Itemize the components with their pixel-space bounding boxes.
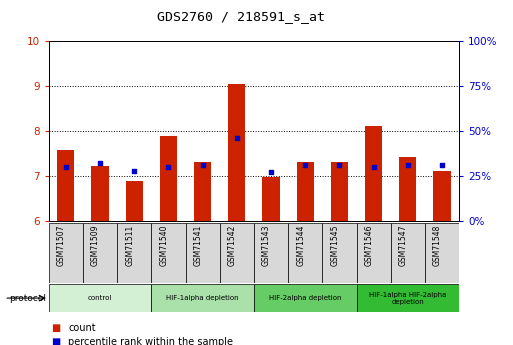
Bar (194, 161, 211, 221)
Bar (49, 223, 83, 283)
Text: HIF-1alpha depletion: HIF-1alpha depletion (166, 295, 239, 301)
Point (164, 164, 172, 170)
Bar (297, 161, 314, 221)
Bar (117, 223, 151, 283)
Bar (57, 150, 74, 221)
Bar (288, 223, 322, 283)
Point (199, 162, 207, 168)
Text: GSM71541: GSM71541 (193, 224, 203, 266)
Text: count: count (68, 324, 96, 333)
Text: GSM71548: GSM71548 (433, 224, 442, 266)
Point (404, 162, 412, 168)
Bar (391, 223, 425, 283)
Bar (126, 181, 143, 221)
Text: percentile rank within the sample: percentile rank within the sample (68, 337, 233, 345)
Text: HIF-2alpha depletion: HIF-2alpha depletion (269, 295, 342, 301)
Point (336, 162, 344, 168)
Bar (228, 84, 245, 221)
Point (267, 170, 275, 175)
Bar (151, 223, 186, 283)
Text: ■: ■ (51, 337, 61, 345)
Bar (399, 157, 417, 221)
Point (130, 168, 139, 173)
Text: GSM71509: GSM71509 (91, 224, 100, 266)
Point (233, 136, 241, 141)
Point (438, 162, 446, 168)
Point (96, 161, 104, 166)
Point (369, 164, 378, 170)
Text: GSM71540: GSM71540 (160, 224, 168, 266)
Bar (151, 284, 254, 312)
Text: GDS2760 / 218591_s_at: GDS2760 / 218591_s_at (157, 10, 325, 23)
Text: control: control (88, 295, 112, 301)
Bar (365, 126, 382, 221)
Bar (83, 223, 117, 283)
Point (301, 162, 309, 168)
Bar (186, 223, 220, 283)
Text: GSM71542: GSM71542 (228, 224, 237, 266)
Text: GSM71547: GSM71547 (399, 224, 408, 266)
Point (62, 164, 70, 170)
Bar (254, 284, 357, 312)
Text: GSM71507: GSM71507 (57, 224, 66, 266)
Bar (322, 223, 357, 283)
Bar (160, 137, 177, 221)
Text: ■: ■ (51, 324, 61, 333)
Text: GSM71543: GSM71543 (262, 224, 271, 266)
Bar (425, 223, 459, 283)
Bar (263, 177, 280, 221)
Text: GSM71544: GSM71544 (296, 224, 305, 266)
Bar (331, 161, 348, 221)
Text: HIF-1alpha HIF-2alpha
depletion: HIF-1alpha HIF-2alpha depletion (369, 292, 446, 305)
Text: GSM71511: GSM71511 (125, 224, 134, 266)
Text: protocol: protocol (9, 294, 46, 303)
Bar (220, 223, 254, 283)
Bar (91, 166, 109, 221)
Text: GSM71545: GSM71545 (330, 224, 340, 266)
Bar (357, 223, 391, 283)
Text: GSM71546: GSM71546 (365, 224, 373, 266)
Bar (254, 223, 288, 283)
Bar (433, 171, 450, 221)
Bar (357, 284, 459, 312)
Bar (49, 284, 151, 312)
